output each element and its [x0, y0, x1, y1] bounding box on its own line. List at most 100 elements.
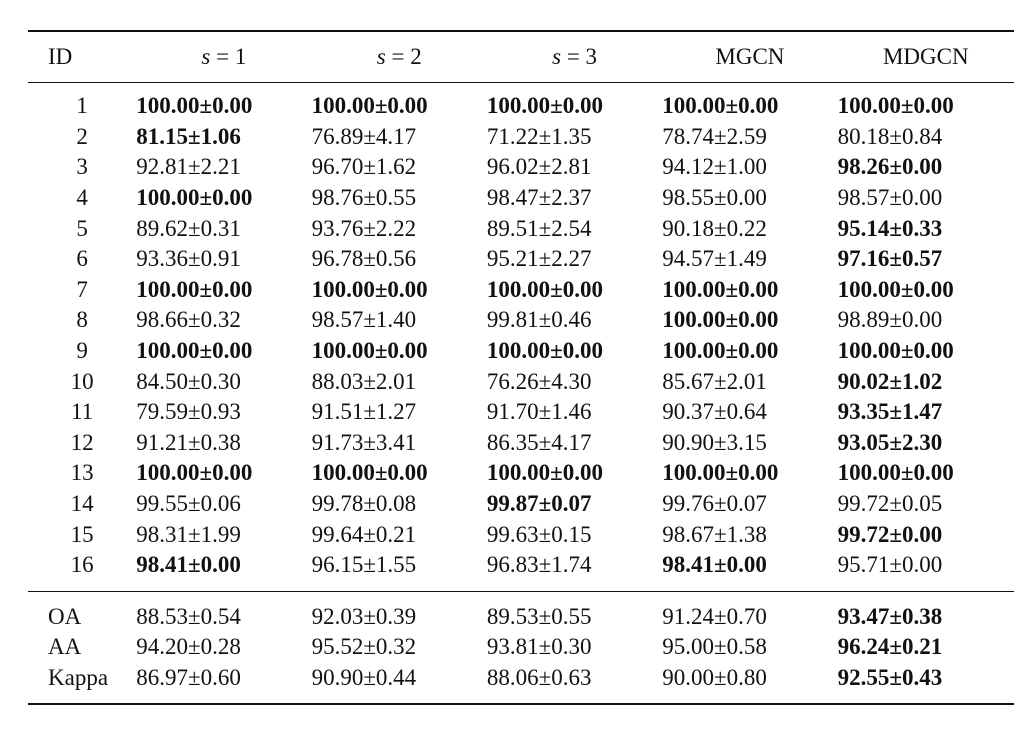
value-cell: 100.00±0.00 — [136, 460, 253, 486]
table-row: 11 79.59±0.93 91.51±1.27 91.70±1.46 90.37±0.… — [28, 397, 1014, 428]
row-id-cell: 1 — [76, 93, 88, 119]
value-cell: 96.15±1.55 — [311, 552, 417, 578]
column-header-s1: s = 1 — [201, 44, 247, 69]
value-cell: 100.00±0.00 — [136, 276, 253, 302]
table-row: 3 92.81±2.21 96.70±1.62 96.02±2.81 94.12±1.0… — [28, 152, 1014, 183]
table-row: 15 98.31±1.99 99.64±0.21 99.63±0.15 98.67±1.… — [28, 519, 1014, 550]
value-cell: 98.26±0.00 — [837, 154, 943, 180]
row-id-cell: 12 — [70, 429, 94, 455]
value-cell: 89.53±0.55 — [486, 603, 592, 629]
row-id-cell: 11 — [71, 399, 94, 425]
value-cell: 91.70±1.46 — [486, 399, 592, 425]
value-cell: 88.06±0.63 — [486, 664, 592, 690]
value-cell: 94.57±1.49 — [662, 246, 767, 272]
table-row: 6 93.36±0.91 96.78±0.56 95.21±2.27 94.57±1.4… — [28, 244, 1014, 275]
value-cell: 100.00±0.00 — [662, 276, 779, 302]
value-cell: 81.15±1.06 — [136, 123, 241, 149]
value-cell: 93.36±0.91 — [136, 246, 241, 272]
table-row: 5 89.62±0.31 93.76±2.22 89.51±2.54 90.18±0.2… — [28, 213, 1014, 244]
value-cell: 98.76±0.55 — [311, 185, 417, 211]
row-id-cell: 8 — [76, 307, 88, 333]
value-cell: 86.97±0.60 — [136, 664, 241, 690]
row-id-cell: 13 — [70, 460, 94, 486]
value-cell: 90.18±0.22 — [662, 215, 767, 241]
row-id-cell: 2 — [76, 123, 88, 149]
value-cell: 98.41±0.00 — [662, 552, 767, 578]
value-cell: 98.66±0.32 — [136, 307, 241, 333]
header-row: ID s = 1 s = 2 s = 3 MGCN MDGCN — [28, 31, 1014, 83]
value-cell: 91.51±1.27 — [311, 399, 417, 425]
value-cell: 94.20±0.28 — [136, 634, 241, 660]
table-row: Kappa 86.97±0.60 90.90±0.44 88.06±0.63 90.00… — [28, 663, 1014, 705]
table-row: 1 100.00±0.00 100.00±0.00 100.00±0.00 100.00… — [28, 83, 1014, 122]
value-cell: 97.16±0.57 — [837, 246, 943, 272]
value-cell: 99.72±0.05 — [837, 491, 943, 517]
table-row: OA 88.53±0.54 92.03±0.39 89.53±0.55 91.24±0.… — [28, 591, 1014, 632]
value-cell: 100.00±0.00 — [136, 338, 253, 364]
value-cell: 86.35±4.17 — [486, 429, 592, 455]
value-cell: 90.90±0.44 — [311, 664, 417, 690]
value-cell: 100.00±0.00 — [486, 276, 604, 302]
value-cell: 99.76±0.07 — [662, 491, 767, 517]
row-id-cell: 3 — [76, 154, 88, 180]
row-id-cell: 5 — [76, 215, 88, 241]
value-cell: 100.00±0.00 — [837, 460, 954, 486]
value-cell: 100.00±0.00 — [662, 307, 779, 333]
value-cell: 99.81±0.46 — [486, 307, 592, 333]
value-cell: 99.64±0.21 — [311, 521, 417, 547]
value-cell: 92.03±0.39 — [311, 603, 417, 629]
value-cell: 95.21±2.27 — [486, 246, 592, 272]
value-cell: 94.12±1.00 — [662, 154, 767, 180]
row-id-cell: 7 — [76, 276, 88, 302]
column-header-s2: s = 2 — [376, 44, 422, 69]
value-cell: 100.00±0.00 — [837, 93, 954, 119]
value-cell: 89.51±2.54 — [486, 215, 592, 241]
value-cell: 92.81±2.21 — [136, 154, 241, 180]
column-header-s3: s = 3 — [552, 44, 598, 69]
value-cell: 96.70±1.62 — [311, 154, 417, 180]
value-cell: 90.00±0.80 — [662, 664, 767, 690]
value-cell: 76.26±4.30 — [486, 368, 592, 394]
value-cell: 98.89±0.00 — [837, 307, 943, 333]
value-cell: 88.53±0.54 — [136, 603, 241, 629]
value-cell: 100.00±0.00 — [486, 93, 604, 119]
table-row: 4 100.00±0.00 98.76±0.55 98.47±2.37 98.55±0.… — [28, 183, 1014, 214]
value-cell: 98.31±1.99 — [136, 521, 241, 547]
value-cell: 96.24±0.21 — [837, 634, 943, 660]
table-row: 2 81.15±1.06 76.89±4.17 71.22±1.35 78.74±2.5… — [28, 122, 1014, 153]
table-row: 12 91.21±0.38 91.73±3.41 86.35±4.17 90.90±3.… — [28, 428, 1014, 459]
value-cell: 100.00±0.00 — [662, 338, 779, 364]
value-cell: 100.00±0.00 — [662, 460, 779, 486]
column-header-mgcn: MGCN — [715, 44, 785, 69]
row-id-cell: 14 — [70, 491, 94, 517]
value-cell: 93.47±0.38 — [837, 603, 943, 629]
value-cell: 100.00±0.00 — [837, 338, 954, 364]
value-cell: 93.76±2.22 — [311, 215, 417, 241]
value-cell: 92.55±0.43 — [837, 664, 943, 690]
value-cell: 99.55±0.06 — [136, 491, 241, 517]
value-cell: 98.67±1.38 — [662, 521, 767, 547]
class-results-body: 1 100.00±0.00 100.00±0.00 100.00±0.00 100.00… — [28, 83, 1014, 592]
value-cell: 93.05±2.30 — [837, 429, 943, 455]
value-cell: 95.52±0.32 — [311, 634, 417, 660]
row-id-cell: AA — [48, 634, 82, 660]
value-cell: 100.00±0.00 — [837, 276, 954, 302]
table-row: 16 98.41±0.00 96.15±1.55 96.83±1.74 98.41±0.… — [28, 550, 1014, 591]
value-cell: 90.37±0.64 — [662, 399, 767, 425]
value-cell: 99.63±0.15 — [486, 521, 592, 547]
value-cell: 98.55±0.00 — [662, 185, 767, 211]
value-cell: 93.35±1.47 — [837, 399, 943, 425]
row-id-cell: OA — [48, 603, 82, 629]
value-cell: 100.00±0.00 — [662, 93, 779, 119]
value-cell: 91.21±0.38 — [136, 429, 241, 455]
metric-results-body: OA 88.53±0.54 92.03±0.39 89.53±0.55 91.24±0.… — [28, 591, 1014, 705]
value-cell: 71.22±1.35 — [486, 123, 592, 149]
table-row: 13 100.00±0.00 100.00±0.00 100.00±0.00 100.0… — [28, 458, 1014, 489]
table-row: 10 84.50±0.30 88.03±2.01 76.26±4.30 85.67±2.… — [28, 366, 1014, 397]
table-row: 9 100.00±0.00 100.00±0.00 100.00±0.00 100.00… — [28, 336, 1014, 367]
row-id-cell: 4 — [76, 185, 88, 211]
column-header-mdgcn: MDGCN — [882, 44, 969, 69]
value-cell: 95.14±0.33 — [837, 215, 943, 241]
value-cell: 99.72±0.00 — [837, 521, 943, 547]
row-id-cell: 6 — [76, 246, 88, 272]
